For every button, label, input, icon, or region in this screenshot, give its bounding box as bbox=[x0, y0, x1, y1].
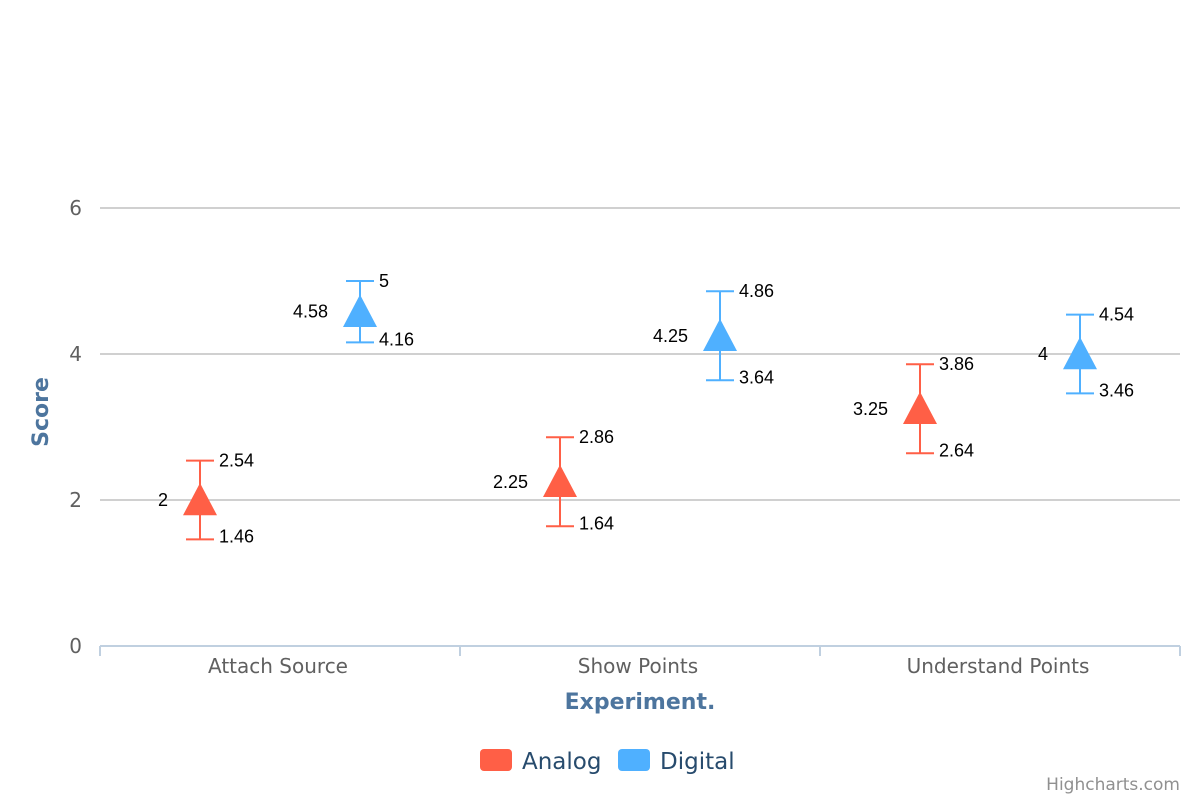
y-axis-title: Score bbox=[29, 377, 54, 447]
data-label-low: 3.46 bbox=[1099, 380, 1134, 400]
legend-swatch bbox=[618, 749, 650, 771]
legend-label: Analog bbox=[522, 749, 601, 775]
series-area: 22.541.462.252.861.643.253.862.644.5854.… bbox=[158, 271, 1134, 546]
data-point-marker bbox=[1063, 337, 1097, 370]
data-label-high: 5 bbox=[379, 271, 389, 291]
credits-label[interactable]: Highcharts.com bbox=[1046, 775, 1180, 795]
x-axis-title: Experiment. bbox=[565, 690, 716, 715]
y-tick-label: 2 bbox=[69, 488, 82, 512]
data-label-value: 4 bbox=[1038, 344, 1048, 364]
data-label-value: 4.58 bbox=[293, 302, 328, 322]
series-digital: 4.58 5 4.16 4.25 4.86 3.64 4 4.54 3.46 bbox=[293, 271, 1134, 400]
legend-label: Digital bbox=[660, 749, 735, 775]
data-label-high: 4.86 bbox=[739, 281, 774, 301]
data-point-marker bbox=[183, 483, 217, 516]
gridlines bbox=[100, 207, 1180, 501]
data-label-high: 4.54 bbox=[1099, 305, 1134, 325]
data-point-marker bbox=[343, 294, 377, 327]
data-label-low: 1.64 bbox=[579, 513, 614, 533]
x-tick-label: Attach Source bbox=[208, 654, 348, 678]
series-analog: 2 2.54 1.46 2.25 2.86 1.64 3.25 3.86 2.64 bbox=[158, 354, 974, 546]
data-label-low: 2.64 bbox=[939, 440, 974, 460]
data-label-low: 3.64 bbox=[739, 367, 774, 387]
data-point-marker bbox=[543, 464, 577, 498]
y-axis: 0 2 4 6 bbox=[69, 196, 82, 658]
y-tick-label: 4 bbox=[69, 342, 82, 366]
y-tick-label: 0 bbox=[69, 634, 82, 658]
data-label-low: 1.46 bbox=[219, 526, 254, 546]
x-tick-label: Show Points bbox=[578, 654, 698, 678]
data-label-value: 2.25 bbox=[493, 472, 528, 492]
data-label-high: 3.86 bbox=[939, 354, 974, 374]
x-tick-label: Understand Points bbox=[907, 654, 1090, 678]
data-label-low: 4.16 bbox=[379, 329, 414, 349]
legend: Analog Digital bbox=[480, 749, 735, 775]
legend-item-digital[interactable]: Digital bbox=[618, 749, 735, 775]
y-tick-label: 6 bbox=[69, 196, 82, 220]
data-label-value: 3.25 bbox=[853, 399, 888, 419]
data-label-value: 2 bbox=[158, 490, 168, 510]
data-label-high: 2.54 bbox=[219, 451, 254, 471]
data-point-marker bbox=[903, 391, 937, 425]
legend-item-analog[interactable]: Analog bbox=[480, 749, 601, 775]
data-label-value: 4.25 bbox=[653, 326, 688, 346]
data-point-marker bbox=[703, 318, 737, 352]
x-axis: Attach Source Show Points Understand Point… bbox=[99, 645, 1181, 678]
legend-swatch bbox=[480, 749, 512, 771]
data-label-high: 2.86 bbox=[579, 427, 614, 447]
